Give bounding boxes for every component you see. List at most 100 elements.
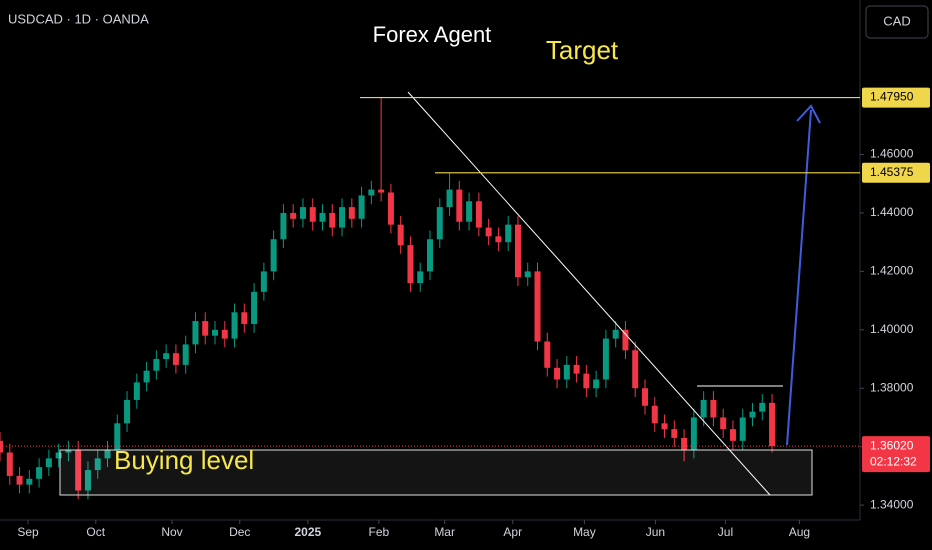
- candle-body: [759, 402, 766, 412]
- candle-body: [368, 189, 375, 196]
- candle-body: [339, 207, 346, 228]
- candle-body: [0, 440, 3, 453]
- candle-body: [16, 475, 23, 485]
- x-tick-label: Nov: [161, 525, 182, 539]
- candle-body: [720, 417, 727, 430]
- candle-body: [124, 399, 131, 424]
- y-tick-label: 1.44000: [870, 205, 914, 219]
- x-tick-label: Oct: [86, 525, 105, 539]
- x-tick-label: Sep: [17, 525, 39, 539]
- candle-body: [329, 212, 336, 228]
- x-tick-label: May: [573, 525, 596, 539]
- x-tick-label: Jun: [646, 525, 665, 539]
- candle-body: [153, 359, 160, 371]
- x-tick-label: Aug: [789, 525, 810, 539]
- candle-body: [348, 207, 355, 219]
- candle-body: [681, 437, 688, 450]
- currency-label[interactable]: CAD: [883, 13, 910, 28]
- candle-body: [133, 382, 140, 400]
- level-tag: [862, 162, 930, 183]
- candle-body: [65, 449, 72, 453]
- target-arrow: [786, 109, 812, 446]
- candle-body: [202, 321, 209, 336]
- y-tick-label: 1.38000: [870, 380, 914, 394]
- candle-body: [212, 329, 218, 336]
- plot: [0, 97, 776, 500]
- candle-body: [231, 312, 238, 339]
- candle-body: [36, 467, 43, 479]
- candle-body: [651, 405, 658, 424]
- candle-body: [84, 470, 91, 491]
- candle-body: [319, 212, 326, 222]
- symbol-title: USDCAD · 1D · OANDA: [8, 11, 149, 26]
- candle-body: [710, 399, 717, 418]
- x-tick-label: Apr: [503, 525, 522, 539]
- candle-body: [290, 212, 297, 219]
- candle-body: [280, 212, 287, 240]
- candle-body: [221, 329, 228, 339]
- candle-body: [729, 429, 736, 441]
- candle-body: [456, 189, 463, 222]
- trend-line: [407, 91, 771, 496]
- candle-body: [45, 458, 52, 468]
- candle-body: [446, 189, 453, 208]
- y-tick-label: 1.34000: [870, 497, 914, 511]
- candle-body: [739, 417, 746, 441]
- candle-body: [700, 399, 707, 418]
- x-tick-label: Jul: [718, 525, 733, 539]
- candle-body: [427, 239, 433, 272]
- candle-body: [104, 449, 111, 459]
- candle-body: [622, 329, 629, 351]
- candle-body: [554, 367, 561, 380]
- candle-body: [632, 350, 639, 389]
- buying-zone: [59, 449, 813, 496]
- candle-body: [397, 224, 404, 246]
- candle-body: [544, 341, 551, 368]
- candle-body: [514, 224, 521, 278]
- level-tag: [862, 87, 930, 108]
- currency-button[interactable]: [865, 5, 929, 39]
- x-tick-label: Mar: [434, 525, 455, 539]
- candle-body: [417, 271, 424, 284]
- candle-body: [143, 370, 150, 383]
- candle-body: [114, 423, 121, 450]
- y-tick-label: 1.42000: [870, 264, 914, 278]
- candle-body: [192, 321, 199, 345]
- candle-body: [573, 364, 580, 374]
- candle-body: [387, 192, 394, 225]
- x-tick-label: Dec: [229, 525, 250, 539]
- candle-body: [299, 207, 306, 219]
- candle-body: [270, 239, 277, 272]
- countdown: 02:12:32: [870, 454, 917, 468]
- candle-body: [524, 271, 531, 278]
- candle-body: [309, 207, 316, 222]
- candle-body: [163, 353, 170, 360]
- watermark: Forex Agent: [373, 22, 492, 47]
- candle-body: [563, 364, 570, 380]
- candle-body: [241, 312, 248, 324]
- last-price-label: 1.36020: [870, 438, 914, 452]
- candle-body: [534, 271, 541, 342]
- candle-body: [583, 373, 590, 389]
- candle-body: [407, 245, 414, 284]
- target-arrow-head: [796, 104, 821, 124]
- candle-body: [182, 344, 189, 365]
- candle-body: [358, 195, 365, 219]
- level-label: 1.45375: [870, 165, 914, 179]
- candle-body: [260, 271, 267, 292]
- candle-body: [466, 201, 473, 222]
- candle-body: [661, 423, 668, 430]
- candle-body: [172, 353, 179, 365]
- candle-body: [612, 329, 619, 339]
- candle-body: [485, 227, 492, 237]
- candle-body: [505, 224, 512, 243]
- last-price-tag: [862, 436, 930, 473]
- buying-label: Buying level: [114, 445, 254, 475]
- x-tick-label: Feb: [369, 525, 390, 539]
- candle-body: [602, 338, 609, 380]
- y-tick-label: 1.40000: [870, 322, 914, 336]
- x-tick-label: 2025: [294, 525, 321, 539]
- target-label: Target: [546, 35, 619, 65]
